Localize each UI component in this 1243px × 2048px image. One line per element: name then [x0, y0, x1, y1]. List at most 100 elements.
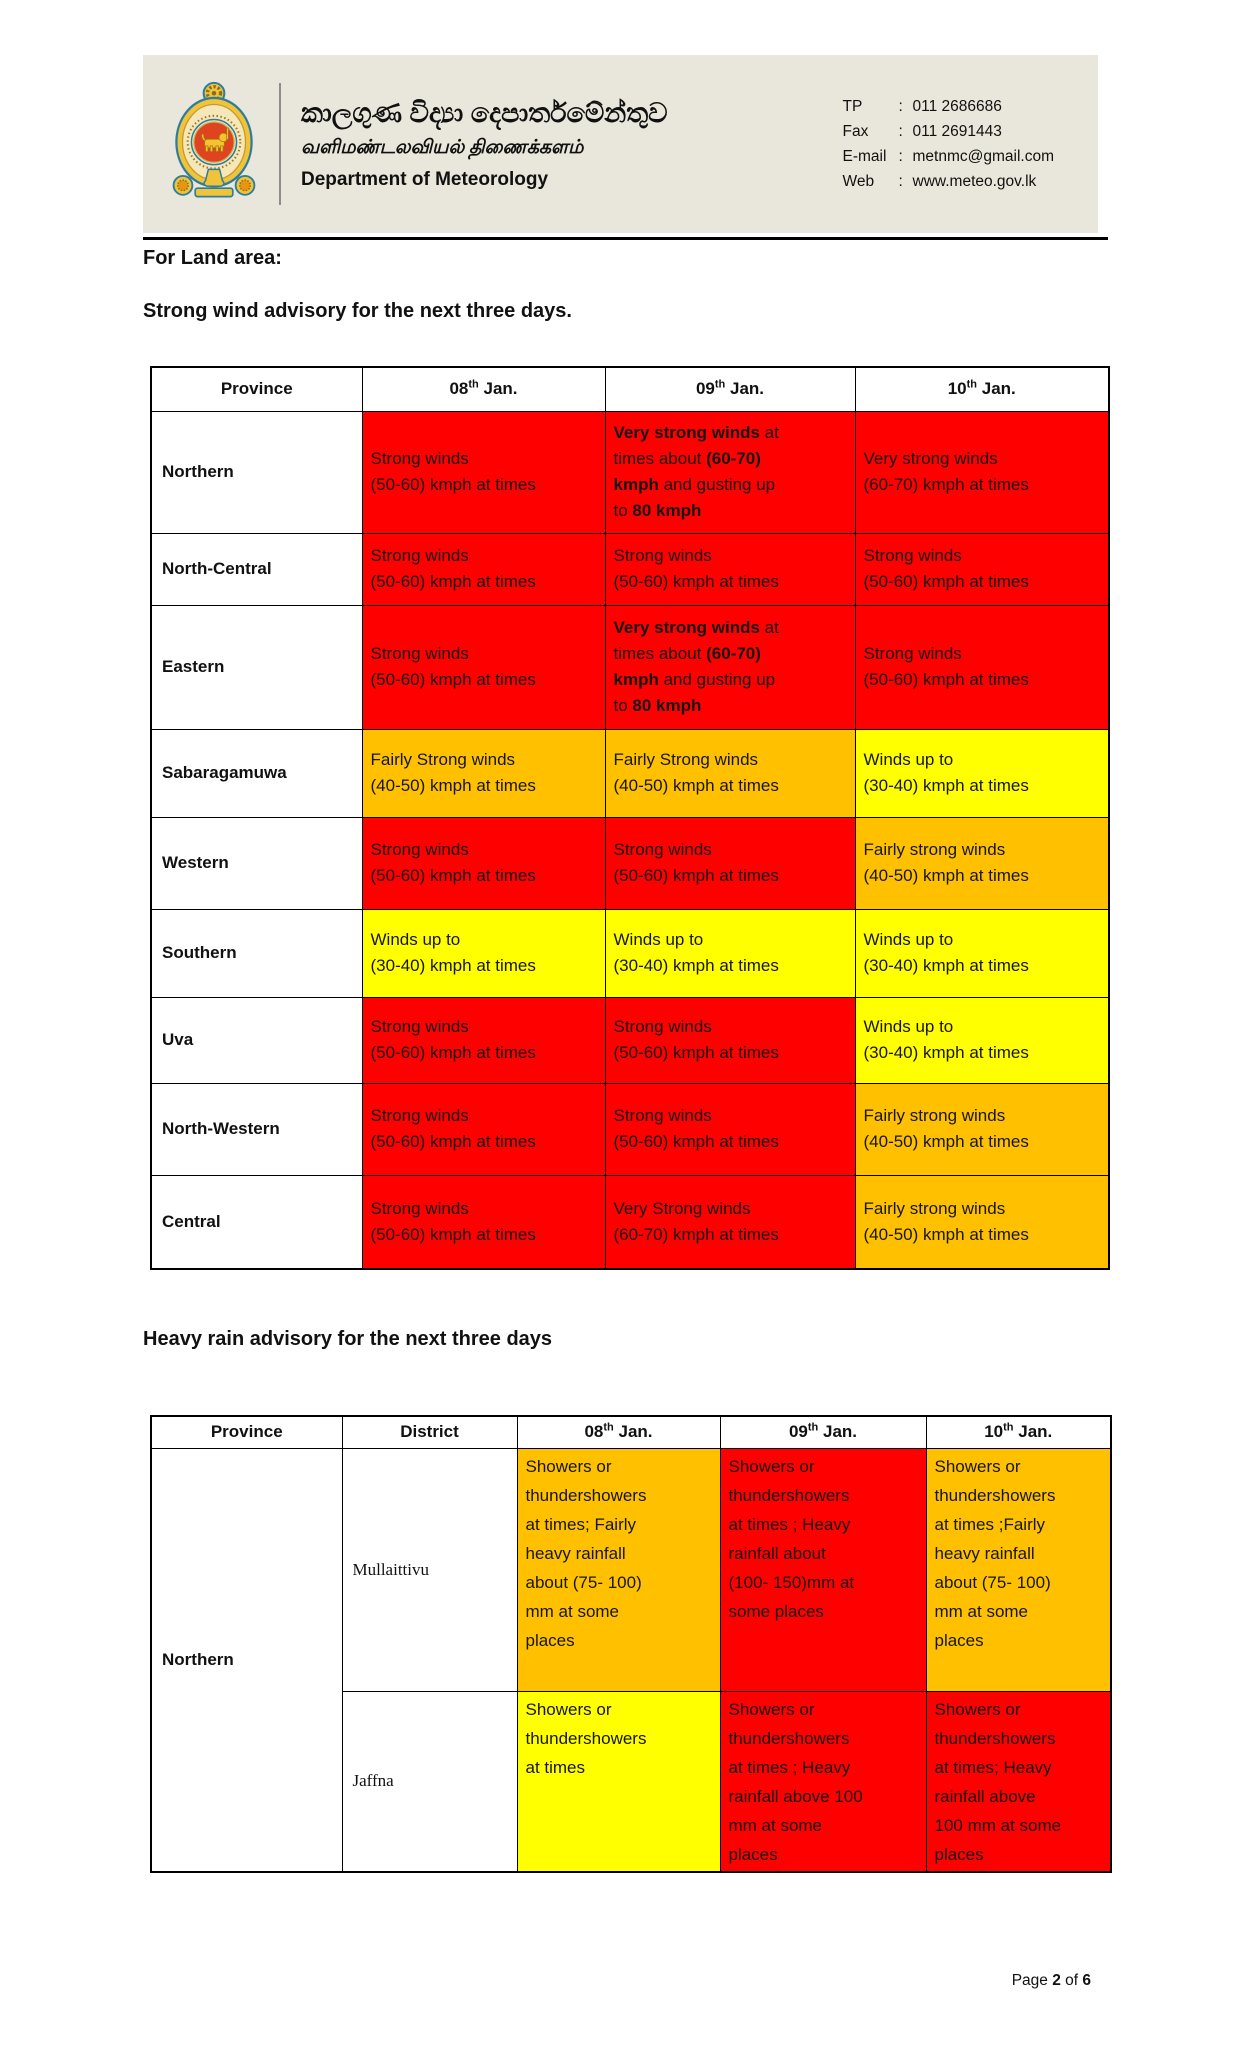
- forecast-cell: Showers or thundershowers at times ; Hea…: [719, 1690, 927, 1872]
- province-cell: Western: [150, 816, 363, 910]
- contact-value: www.meteo.gov.lk: [912, 173, 1037, 190]
- org-titles: කාලගුණ විද්‍යා දෙපාර්තමේන්තුව வளிமண்டலவி…: [301, 98, 668, 191]
- column-header: 09th Jan.: [719, 1415, 927, 1449]
- forecast-cell: Strong winds (50-60) kmph at times: [604, 532, 856, 606]
- province-cell: Eastern: [150, 604, 363, 730]
- forecast-cell: Strong winds (50-60) kmph at times: [361, 1174, 606, 1270]
- province-cell: Northern: [150, 410, 363, 534]
- forecast-cell: Showers or thundershowers at times; Heav…: [925, 1690, 1112, 1872]
- forecast-cell: Winds up to (30-40) kmph at times: [361, 908, 606, 998]
- page-number-prefix: Page: [1011, 1972, 1053, 1989]
- forecast-cell: Fairly strong winds (40-50) kmph at time…: [854, 1174, 1110, 1270]
- contact-separator: :: [898, 98, 903, 115]
- contact-value: metnmc@gmail.com: [912, 148, 1054, 165]
- column-header: 10th Jan.: [854, 366, 1110, 412]
- forecast-cell: Showers or thundershowers at times ;Fair…: [925, 1447, 1112, 1692]
- province-cell: Central: [150, 1174, 363, 1270]
- forecast-cell: Strong winds (50-60) kmph at times: [604, 1082, 856, 1176]
- forecast-cell: Very Strong winds (60-70) kmph at times: [604, 1174, 856, 1270]
- province-cell: Sabaragamuwa: [150, 728, 363, 818]
- column-header: 09th Jan.: [604, 366, 856, 412]
- contact-label: Fax: [842, 123, 869, 140]
- wind-table-row: Sabaragamuwa Fairly Strong winds (40-50) …: [150, 728, 1110, 818]
- column-header: 10th Jan.: [925, 1415, 1112, 1449]
- contact-phone: TP : 011 2686686: [843, 94, 1054, 119]
- province-cell: North-Western: [150, 1082, 363, 1176]
- contact-separator: :: [898, 148, 903, 165]
- wind-table-row: North-Central Strong winds (50-60) kmph a…: [150, 532, 1110, 606]
- column-header: 08th Jan.: [516, 1415, 721, 1449]
- wind-table-row: North-Western Strong winds (50-60) kmph a…: [150, 1082, 1110, 1176]
- forecast-cell: Strong winds (50-60) kmph at times: [854, 604, 1110, 730]
- forecast-cell: Strong winds (50-60) kmph at times: [361, 410, 606, 534]
- forecast-cell: Winds up to (30-40) kmph at times: [854, 996, 1110, 1084]
- rain-table-row: Northern Mullaittivu Showers or thundersho…: [150, 1447, 1112, 1872]
- wind-table-row: Uva Strong winds (50-60) kmph at times Str…: [150, 996, 1110, 1084]
- province-cell: Uva: [150, 996, 363, 1084]
- forecast-cell: Showers or thundershowers at times: [516, 1690, 721, 1872]
- forecast-cell: Strong winds (50-60) kmph at times: [604, 816, 856, 910]
- page-number-current: 2: [1052, 1972, 1061, 1989]
- wind-table-row: Southern Winds up to (30-40) kmph at time…: [150, 908, 1110, 998]
- forecast-cell: Strong winds (50-60) kmph at times: [361, 996, 606, 1084]
- org-title-tamil: வளிமண்டலவியல் திணைக்களம்: [301, 136, 584, 158]
- province-cell: Northern: [150, 1447, 343, 1872]
- org-title-english: Department of Meteorology: [301, 168, 549, 190]
- forecast-cell: Very strong winds at times about (60-70)…: [604, 410, 856, 534]
- contact-fax: Fax : 011 2691443: [843, 119, 1054, 144]
- forecast-cell: Fairly strong winds (40-50) kmph at time…: [854, 816, 1110, 910]
- forecast-cell: Fairly Strong winds (40-50) kmph at time…: [604, 728, 856, 818]
- page-number: Page 2 of 6: [1012, 1972, 1091, 1990]
- contact-value: 011 2691443: [912, 123, 1002, 140]
- sri-lanka-emblem-logo: [172, 81, 256, 198]
- forecast-cell: Winds up to (30-40) kmph at times: [604, 908, 856, 998]
- column-header: 08th Jan.: [361, 366, 606, 412]
- header-rule: [143, 237, 1108, 240]
- contact-email: E-mail : metnmc@gmail.com: [843, 144, 1054, 169]
- forecast-cell: Winds up to (30-40) kmph at times: [854, 908, 1110, 998]
- district-cell: Jaffna: [341, 1690, 518, 1872]
- contact-label: Web: [842, 173, 875, 190]
- forecast-cell: Strong winds (50-60) kmph at times: [361, 1082, 606, 1176]
- forecast-cell: Strong winds (50-60) kmph at times: [361, 816, 606, 910]
- contact-web: Web : www.meteo.gov.lk: [843, 169, 1054, 194]
- contact-info: TP : 011 2686686 Fax : 011 2691443 E-mai…: [843, 94, 1054, 194]
- forecast-cell: Very strong winds at times about (60-70)…: [604, 604, 856, 730]
- org-title-sinhala: කාලගුණ විද්‍යා දෙපාර්තමේන්තුව: [301, 97, 668, 128]
- wind-table-row: Eastern Strong winds (50-60) kmph at time…: [150, 604, 1110, 730]
- letterhead-divider: [279, 83, 281, 205]
- contact-label: E-mail: [842, 148, 887, 165]
- forecast-cell: Showers or thundershowers at times ; Hea…: [719, 1447, 927, 1692]
- column-header: District: [341, 1415, 518, 1449]
- contact-label: TP: [842, 98, 863, 115]
- contact-separator: :: [898, 173, 903, 190]
- page-number-middle: of: [1060, 1972, 1083, 1989]
- rain-advisory-table: Province District 08th Jan. 09th Jan. 10th J…: [150, 1415, 1112, 1873]
- forecast-cell: Very strong winds (60-70) kmph at times: [854, 410, 1110, 534]
- forecast-cell: Showers or thundershowers at times; Fair…: [516, 1447, 721, 1692]
- forecast-cell: Strong winds (50-60) kmph at times: [854, 532, 1110, 606]
- contact-separator: :: [898, 123, 903, 140]
- forecast-cell: Fairly Strong winds (40-50) kmph at time…: [361, 728, 606, 818]
- district-cell: Mullaittivu: [341, 1447, 518, 1692]
- letterhead: කාලගුණ විද්‍යා දෙපාර්තමේන්තුව வளிமண்டலவி…: [143, 55, 1098, 233]
- section-heading-land-area: For Land area:: [143, 247, 282, 269]
- province-cell: Southern: [150, 908, 363, 998]
- rain-table-row: Jaffna Showers or thundershowers at times…: [151, 1690, 1112, 1872]
- section-heading-rain-advisory: Heavy rain advisory for the next three d…: [143, 1328, 553, 1350]
- forecast-cell: Strong winds (50-60) kmph at times: [361, 532, 606, 606]
- contact-value: 011 2686686: [912, 98, 1002, 115]
- wind-table-row: Northern Strong winds (50-60) kmph at tim…: [150, 410, 1110, 534]
- forecast-cell: Winds up to (30-40) kmph at times: [854, 728, 1110, 818]
- province-cell: North-Central: [150, 532, 363, 606]
- wind-table-row: Central Strong winds (50-60) kmph at time…: [150, 1174, 1110, 1270]
- column-header: Province: [150, 366, 363, 412]
- section-heading-wind-advisory: Strong wind advisory for the next three …: [143, 300, 572, 322]
- wind-table-row: Western Strong winds (50-60) kmph at time…: [150, 816, 1110, 910]
- forecast-cell: Fairly strong winds (40-50) kmph at time…: [854, 1082, 1110, 1176]
- page-number-total: 6: [1082, 1972, 1091, 1989]
- forecast-cell: Strong winds (50-60) kmph at times: [604, 996, 856, 1084]
- column-header: Province: [150, 1415, 343, 1449]
- wind-advisory-table: Province 08th Jan. 09th Jan. 10th Jan. North…: [150, 366, 1110, 1270]
